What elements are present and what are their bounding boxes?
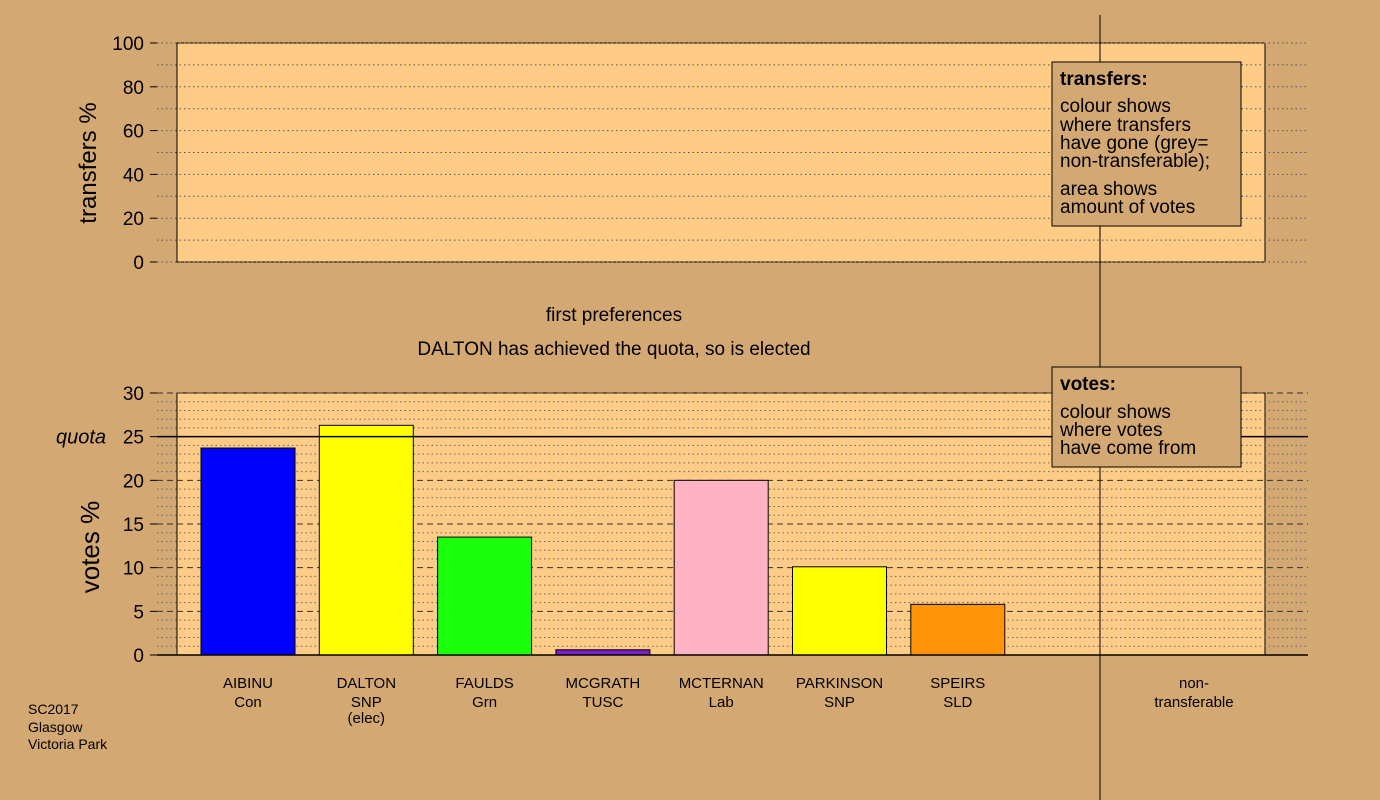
votes-y-ticks: 0 5 10 15 20 25 30 <box>123 384 157 667</box>
transfers-tick-label: 0 <box>133 253 144 274</box>
x-label-candidate: FAULDS <box>455 675 513 692</box>
x-label-party: Lab <box>709 694 734 711</box>
transfers-tick-label: 60 <box>123 122 144 143</box>
transfers-legend-line: have gone (grey= <box>1060 133 1208 154</box>
transfers-y-ticks: 0 20 40 60 80 100 <box>112 34 157 274</box>
bar-mcgrath <box>555 649 651 656</box>
transfers-tick-label: 100 <box>112 34 144 55</box>
votes-tick-label: 20 <box>123 471 144 492</box>
x-label-candidate: PARKINSON <box>796 675 883 692</box>
x-label-party: Grn <box>472 694 497 711</box>
chart-subtitle: DALTON has achieved the quota, so is ele… <box>417 339 810 360</box>
x-label-candidate: SPEIRS <box>930 675 985 692</box>
x-label-party: SNP <box>351 694 382 711</box>
x-label-party: SNP <box>824 694 855 711</box>
transfers-legend-line: where transfers <box>1059 115 1191 136</box>
nontransferable-label-line1: non- <box>1179 675 1209 692</box>
votes-legend-line: colour shows <box>1060 402 1171 423</box>
votes-legend-title: votes: <box>1060 374 1116 395</box>
votes-tick-label: 0 <box>133 646 144 667</box>
transfers-legend-box <box>1051 61 1242 227</box>
bar-dalton <box>318 424 414 656</box>
x-label-party: Con <box>234 694 262 711</box>
x-label-candidate: AIBINU <box>223 675 273 692</box>
transfers-tick-label: 20 <box>123 209 144 230</box>
votes-tick-label: 15 <box>123 515 144 536</box>
votes-bars <box>200 424 1006 656</box>
footer-line2: Glasgow <box>28 719 83 735</box>
transfers-tick-label: 80 <box>123 78 144 99</box>
chart-title: first preferences <box>546 305 682 326</box>
bar-mcternan <box>673 479 769 656</box>
transfers-legend: transfers: colour shows where transfers … <box>1051 61 1242 227</box>
x-label-candidate: MCGRATH <box>566 675 641 692</box>
quota-label: quota <box>56 427 106 449</box>
footer-line1: SC2017 <box>28 701 79 717</box>
votes-legend: votes: colour shows where votes have com… <box>1051 366 1242 468</box>
x-label-party: TUSC <box>582 694 623 711</box>
bar-aibinu <box>200 447 296 656</box>
bar-speirs <box>910 603 1006 656</box>
votes-tick-label: 25 <box>123 428 144 449</box>
x-label-candidate: MCTERNAN <box>679 675 764 692</box>
transfers-legend-title: transfers: <box>1060 69 1148 90</box>
transfers-legend-line: non-transferable); <box>1060 151 1210 172</box>
transfers-legend-line: amount of votes <box>1060 197 1195 218</box>
votes-tick-label: 30 <box>123 384 144 405</box>
votes-legend-line: where votes <box>1059 420 1162 441</box>
votes-y-axis-label: votes % <box>75 501 105 594</box>
transfers-legend-line: colour shows <box>1060 96 1171 117</box>
votes-tick-label: 10 <box>123 559 144 580</box>
votes-x-labels: AIBINUConDALTONSNP(elec)FAULDSGrnMCGRATH… <box>223 675 985 727</box>
footer-line3: Victoria Park <box>28 736 108 752</box>
bar-faulds <box>437 536 533 656</box>
nontransferable-label-line2: transferable <box>1154 694 1233 711</box>
votes-panel: 0 5 10 15 20 25 30 quota votes % AIBINU Con DALT… <box>56 384 1308 727</box>
votes-legend-box <box>1051 366 1242 468</box>
x-label-candidate: DALTON <box>337 675 396 692</box>
transfers-tick-label: 40 <box>123 165 144 186</box>
votes-tick-label: 5 <box>133 602 144 623</box>
x-label-party: SLD <box>943 694 972 711</box>
x-label-note: (elec) <box>348 710 386 727</box>
transfers-y-axis-label: transfers % <box>75 102 102 223</box>
bar-parkinson <box>792 566 887 656</box>
transfers-legend-line: area shows <box>1060 179 1157 200</box>
votes-legend-line: have come from <box>1060 438 1196 459</box>
